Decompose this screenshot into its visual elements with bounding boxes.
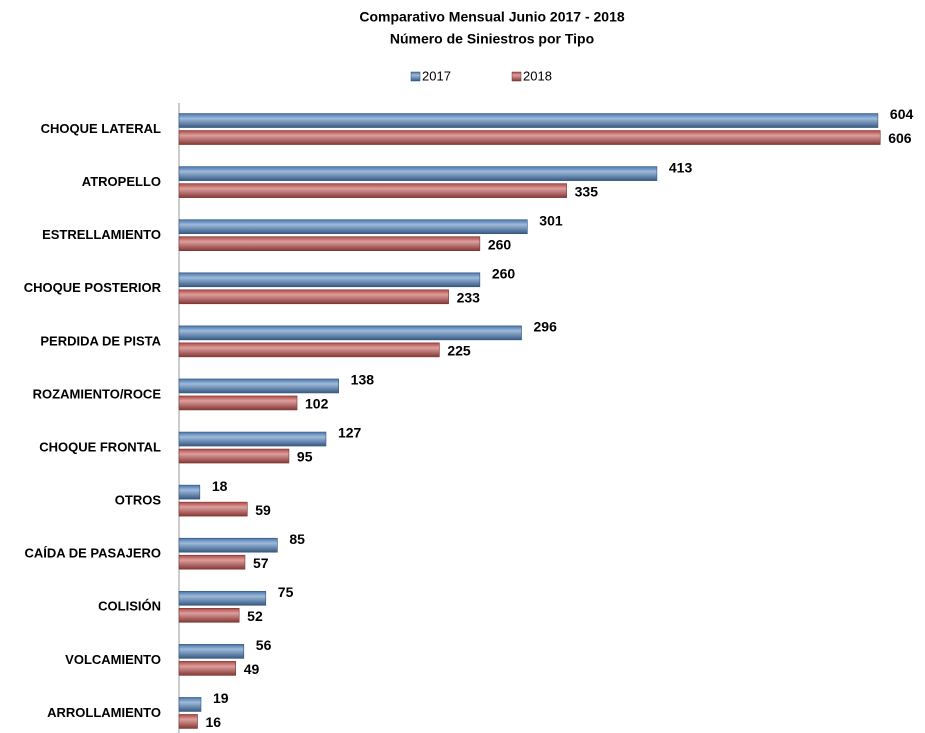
bar — [178, 342, 440, 358]
bar — [178, 697, 202, 712]
data-label: 85 — [289, 531, 305, 547]
data-label: 260 — [488, 236, 512, 252]
y-tick-label: CAÍDA DE PASAJERO — [24, 546, 161, 561]
bar — [178, 166, 658, 181]
bar — [178, 130, 881, 145]
data-label: 18 — [212, 478, 228, 494]
data-label: 138 — [351, 372, 375, 388]
y-tick-label: PERDIDA DE PISTA — [40, 333, 161, 348]
bar — [178, 448, 290, 464]
bar — [178, 113, 879, 128]
bar — [178, 289, 449, 305]
y-tick-label: ROZAMIENTO/ROCE — [33, 386, 162, 401]
data-label: 301 — [539, 212, 563, 228]
data-label: 296 — [534, 319, 558, 335]
bar — [178, 183, 567, 198]
bar — [178, 395, 298, 411]
data-label: 604 — [890, 106, 914, 122]
bar — [178, 219, 528, 235]
y-tick-label: COLISIÓN — [98, 599, 161, 614]
data-label: 56 — [256, 637, 272, 653]
y-tick-label: CHOQUE POSTERIOR — [24, 280, 162, 295]
bar — [178, 537, 278, 553]
bar — [178, 607, 240, 623]
data-label: 57 — [253, 555, 269, 571]
bar — [178, 484, 201, 500]
y-tick-label: CHOQUE LATERAL — [41, 121, 161, 136]
data-label: 225 — [447, 343, 471, 359]
data-label: 19 — [213, 690, 229, 706]
y-tick-label: ARROLLAMIENTO — [47, 705, 161, 720]
data-label: 102 — [305, 396, 329, 412]
data-label: 335 — [575, 183, 599, 199]
y-tick-label: CHOQUE FRONTAL — [39, 439, 161, 454]
bar — [178, 325, 522, 341]
bar — [178, 378, 339, 394]
bar — [178, 554, 246, 570]
chart-title: Comparativo Mensual Junio 2017 - 2018 — [359, 9, 625, 25]
data-label: 413 — [669, 159, 693, 175]
bar — [178, 644, 245, 659]
bar — [178, 501, 248, 517]
data-label: 233 — [457, 289, 481, 305]
data-label: 75 — [278, 584, 294, 600]
data-label: 95 — [297, 449, 313, 465]
bar — [178, 590, 267, 606]
bar — [178, 272, 481, 288]
bar — [178, 714, 198, 729]
legend-label: 2017 — [422, 68, 451, 83]
data-label: 127 — [338, 425, 362, 441]
y-tick-label: ATROPELLO — [82, 174, 161, 189]
data-label: 606 — [888, 130, 912, 146]
data-label: 260 — [492, 265, 516, 281]
legend-swatch — [410, 71, 421, 82]
bar — [178, 661, 237, 676]
bar — [178, 431, 327, 447]
legend-label: 2018 — [523, 68, 552, 83]
bar — [178, 236, 481, 252]
legend-swatch — [511, 71, 522, 82]
data-label: 49 — [244, 661, 260, 677]
data-label: 16 — [206, 714, 222, 730]
y-tick-label: ESTRELLAMIENTO — [42, 227, 161, 242]
y-tick-label: VOLCAMIENTO — [65, 652, 161, 667]
y-tick-label: OTROS — [115, 493, 162, 508]
data-label: 52 — [247, 608, 263, 624]
data-label: 59 — [255, 502, 271, 518]
chart-subtitle: Número de Siniestros por Tipo — [390, 31, 594, 47]
